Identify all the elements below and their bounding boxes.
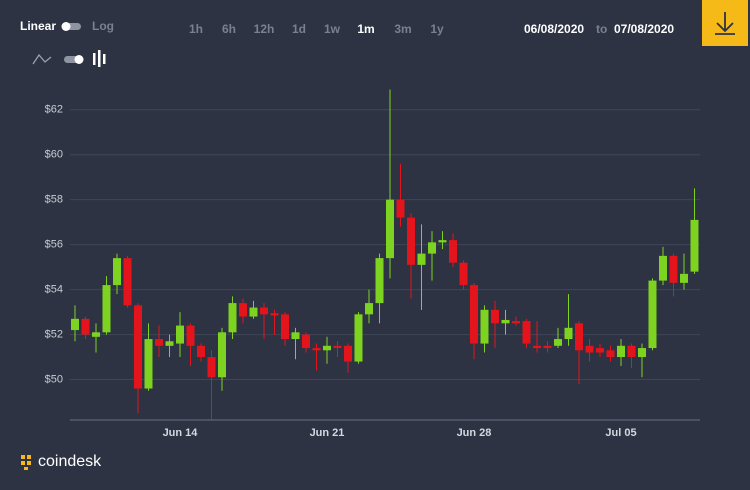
candle-body (459, 262, 468, 286)
y-tick-label: $58 (45, 194, 63, 206)
candle-body (344, 345, 352, 362)
x-tick-label: Jul 05 (605, 427, 636, 439)
candle-mode-icon[interactable] (93, 50, 106, 67)
logo-text: coindesk (38, 453, 102, 470)
candle-body (354, 314, 363, 362)
date-separator: to (596, 22, 607, 36)
logo-icon (21, 455, 31, 470)
candle-body (690, 219, 699, 272)
candle-body (165, 341, 174, 346)
range-button[interactable]: 1h (189, 22, 203, 36)
range-button[interactable]: 1w (324, 22, 341, 36)
logo: coindesk (21, 453, 102, 470)
scale-toggle-knob (61, 22, 71, 31)
candle-body (81, 318, 90, 335)
candle-body (197, 345, 205, 358)
range-button[interactable]: 6h (222, 22, 236, 36)
candle-body (638, 348, 646, 358)
candle-body (438, 240, 447, 243)
y-tick-label: $62 (45, 104, 63, 116)
y-tick-label: $52 (45, 328, 63, 340)
candle-body (92, 332, 100, 337)
candle-body (113, 258, 121, 286)
y-tick-label: $60 (45, 149, 63, 161)
range-button[interactable]: 3m (394, 22, 411, 36)
candle-body (501, 319, 510, 324)
candle-body (396, 199, 405, 218)
candle-body (176, 325, 184, 344)
candle-body (155, 339, 163, 346)
candle-body (596, 348, 604, 353)
candle-body (680, 273, 688, 283)
candle-body (554, 339, 562, 346)
candle-body (375, 258, 384, 304)
candle-body (228, 303, 237, 333)
scale-log[interactable]: Log (92, 19, 114, 33)
candle-body (207, 357, 216, 378)
candle-body (302, 334, 310, 349)
candle-body (627, 345, 636, 358)
range-button[interactable]: 1d (292, 22, 306, 36)
date-to[interactable]: 07/08/2020 (614, 22, 674, 36)
candle-body (522, 321, 531, 344)
candle-body (249, 307, 258, 317)
scale-linear[interactable]: Linear (20, 19, 56, 33)
icon-bar (93, 53, 96, 65)
candle-body (659, 255, 667, 281)
candle-body (512, 321, 520, 324)
candle-body (585, 345, 594, 353)
candle-body (71, 318, 79, 331)
candle-body (407, 217, 415, 265)
candle-body (669, 255, 678, 283)
candle-body (323, 345, 331, 351)
candle-body (470, 285, 478, 344)
candle-body (102, 285, 111, 333)
candle-body (575, 323, 583, 351)
candle-body (260, 307, 268, 315)
candle-body (617, 345, 625, 358)
y-tick-label: $54 (45, 284, 63, 296)
line-mode-icon[interactable] (32, 53, 52, 65)
candle-body (533, 345, 541, 349)
candle-body (491, 309, 499, 324)
candle-body (239, 303, 247, 317)
candle-body (134, 305, 142, 389)
candle-body (333, 345, 342, 349)
range-button[interactable]: 12h (254, 22, 275, 36)
candle-body (218, 332, 226, 378)
download-icon (715, 12, 735, 35)
candle-body (564, 327, 573, 340)
candle-body (186, 325, 195, 346)
y-tick-label: $56 (45, 239, 63, 251)
candle-body (480, 309, 489, 344)
candle-body (123, 258, 132, 306)
candle-body (606, 350, 615, 358)
candle-body (270, 313, 279, 316)
icon-bar (103, 54, 106, 64)
candle-body (291, 332, 300, 340)
candle-body (312, 348, 321, 351)
range-buttons: 1h 6h 12h 1d 1w 1m 3m 1y (189, 22, 444, 36)
icon-bar (98, 50, 101, 67)
candle-body (449, 240, 457, 263)
x-tick-label: Jun 21 (310, 427, 345, 439)
date-from[interactable]: 06/08/2020 (524, 22, 584, 36)
x-tick-label: Jun 28 (457, 427, 492, 439)
y-tick-label: $50 (45, 373, 63, 385)
candle-body (386, 199, 394, 259)
candle-body (281, 314, 289, 340)
candle-body (543, 345, 552, 349)
candle-body (648, 280, 657, 349)
candle-body (417, 253, 426, 265)
x-tick-label: Jun 14 (163, 427, 199, 439)
range-button[interactable]: 1y (430, 22, 444, 36)
mode-toggle-knob (74, 55, 84, 64)
candle-body (428, 242, 436, 254)
candle-body (365, 303, 373, 315)
candle-body (144, 339, 153, 389)
download-button[interactable] (702, 0, 748, 46)
range-button[interactable]: 1m (357, 22, 374, 36)
